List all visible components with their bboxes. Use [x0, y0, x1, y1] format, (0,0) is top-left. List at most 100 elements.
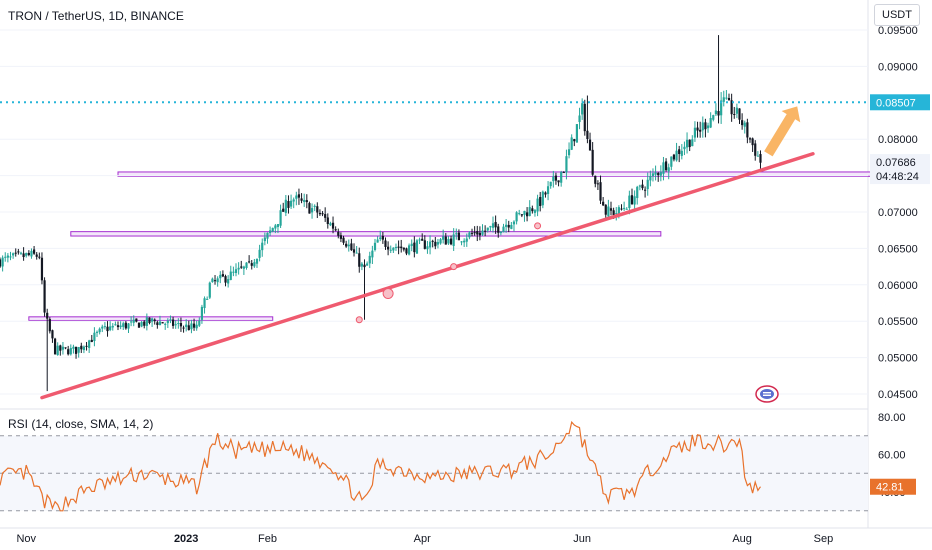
- rsi-value-label: 42.81: [876, 482, 904, 494]
- level-price-label: 0.08507: [876, 97, 916, 109]
- candle-body: [153, 319, 156, 322]
- candle-body: [436, 242, 440, 245]
- candle-body: [623, 207, 626, 209]
- time-axis[interactable]: Nov 2023 Feb Apr Jun Aug Sep: [16, 533, 833, 545]
- candle-body: [518, 213, 521, 215]
- candle-body: [14, 252, 17, 254]
- candle-body: [358, 253, 361, 267]
- candle-body: [714, 110, 718, 115]
- candle-body: [111, 325, 114, 328]
- candle-body: [470, 232, 474, 234]
- candle-body: [389, 249, 392, 251]
- rsi-indicator-label[interactable]: RSI (14, close, SMA, 14, 2): [8, 417, 154, 431]
- candle-body: [557, 180, 560, 183]
- candle-body: [402, 247, 405, 250]
- candle-body: [98, 328, 101, 333]
- support-zone: [28, 316, 274, 321]
- candle-body: [229, 271, 232, 280]
- candle-body: [620, 208, 623, 210]
- candle-body: [363, 264, 366, 268]
- candle-body: [242, 266, 245, 269]
- candle-body: [581, 103, 584, 115]
- candle-body: [95, 331, 99, 333]
- candle-body: [171, 319, 175, 326]
- candle-body: [512, 221, 516, 225]
- candle-body: [143, 321, 146, 326]
- candle-body: [127, 323, 130, 329]
- candle-body: [282, 208, 285, 212]
- candle-body: [531, 208, 534, 212]
- candle-body: [85, 345, 88, 347]
- candle-body: [30, 250, 33, 257]
- candle-body: [124, 322, 127, 329]
- candle-body: [431, 240, 434, 242]
- candle-body: [46, 312, 49, 319]
- rsi-pane: [0, 420, 868, 512]
- candle-body: [484, 230, 487, 232]
- countdown-label: 04:48:24: [876, 171, 919, 183]
- candle-body: [439, 239, 442, 244]
- candle-body: [415, 240, 419, 254]
- candle-body: [132, 319, 135, 323]
- candle-body: [418, 239, 421, 241]
- price-tick-label: 0.09500: [878, 25, 918, 37]
- candle-body: [371, 250, 374, 258]
- candle-body: [654, 172, 657, 175]
- price-axis[interactable]: 0.095000.090000.080000.075000.070000.065…: [870, 25, 930, 499]
- candle-body: [523, 210, 526, 215]
- candle-body: [413, 242, 416, 253]
- candle-body: [331, 222, 335, 229]
- candle-body: [116, 325, 120, 328]
- currency-button[interactable]: USDT: [874, 4, 920, 26]
- candle-body: [405, 248, 408, 254]
- candle-body: [628, 195, 631, 208]
- candle-body: [733, 114, 736, 116]
- touch-marker: [355, 316, 363, 324]
- candle-body: [507, 224, 510, 228]
- candle-body: [536, 198, 539, 212]
- rsi-line: [0, 420, 761, 512]
- candle-body: [575, 124, 579, 143]
- rsi-tick-label: 80.00: [878, 412, 906, 424]
- candle-body: [463, 240, 466, 243]
- candle-body: [179, 323, 183, 327]
- candle-body: [651, 173, 655, 176]
- candle-body: [727, 97, 731, 101]
- candle-body: [88, 340, 91, 348]
- candle-body: [161, 322, 164, 324]
- flag-icon[interactable]: [755, 385, 779, 403]
- candle-body: [182, 327, 185, 329]
- candle-body: [565, 156, 568, 173]
- candle-body: [400, 246, 403, 249]
- candle-body: [533, 210, 537, 213]
- candle-body: [712, 115, 715, 120]
- candle-body: [274, 225, 277, 229]
- candle-body: [40, 257, 44, 281]
- time-tick-label: Jun: [573, 533, 591, 545]
- candle-body: [387, 246, 390, 250]
- price-tick-label: 0.06000: [878, 280, 918, 292]
- rsi-tick-label: 60.00: [878, 450, 906, 462]
- candle-body: [316, 206, 319, 213]
- candle-body: [455, 233, 458, 235]
- candle-body: [636, 186, 639, 199]
- candle-body: [339, 235, 343, 239]
- candle-body: [643, 189, 647, 191]
- candle-body: [706, 125, 710, 129]
- candles: [0, 29, 868, 395]
- candle-body: [213, 280, 217, 282]
- candle-body: [56, 345, 59, 356]
- candle-body: [177, 323, 180, 325]
- candle-body: [224, 276, 227, 283]
- candle-body: [208, 282, 211, 298]
- candle-body: [667, 167, 670, 172]
- candle-body: [442, 236, 445, 240]
- touch-marker: [382, 288, 394, 300]
- candle-body: [4, 256, 7, 258]
- candle-body: [122, 323, 125, 327]
- candle-body: [61, 346, 65, 350]
- candle-body: [394, 247, 398, 249]
- candle-body: [678, 149, 681, 154]
- candle-body: [74, 346, 78, 354]
